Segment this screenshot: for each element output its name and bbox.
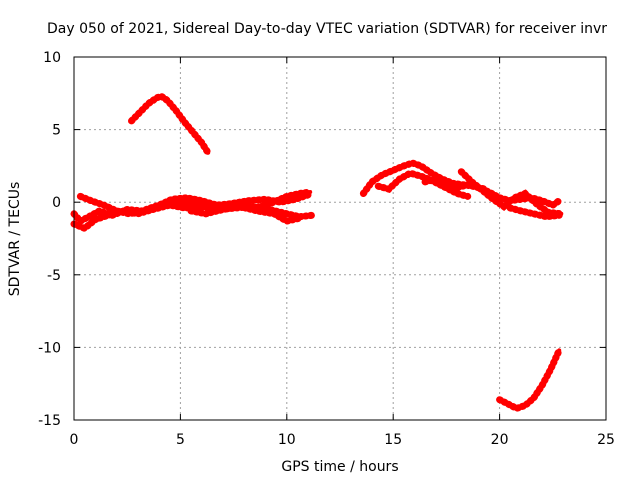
x-tick-label: 15 [384,432,402,448]
x-tick-label: 0 [70,432,79,448]
grid-lines [74,57,606,420]
x-axis-label: GPS time / hours [281,459,398,475]
y-tick-label: -15 [38,413,61,429]
series-arc-high-points [128,92,212,157]
series-arc-morning-b-points [76,191,312,218]
series-arc-afternoon-c-points [421,175,563,210]
x-tick-label: 25 [597,432,615,448]
y-tick-label: 0 [52,195,61,211]
x-tick-label: 5 [176,432,185,448]
y-tick-label: 5 [52,123,61,139]
chart-title: Day 050 of 2021, Sidereal Day-to-day VTE… [47,21,607,37]
y-axis-label: SDTVAR / TECUs [7,182,23,297]
plot-frame [73,56,607,421]
y-tick-label: 10 [43,50,61,66]
series-arc-low-points [496,346,563,413]
series-arc-afternoon-e-points [506,204,563,221]
series-arc-morning-d-points [187,203,304,225]
y-tick-label: -5 [47,268,61,284]
data-series [70,92,565,413]
series-arc-afternoon-d-points [457,168,565,218]
x-tick-label: 20 [491,432,509,448]
axis-ticks: 0 5 10 15 20 25 -15 -10 -5 0 5 10 [38,50,615,448]
y-tick-label: -10 [38,340,61,356]
x-tick-label: 10 [278,432,296,448]
